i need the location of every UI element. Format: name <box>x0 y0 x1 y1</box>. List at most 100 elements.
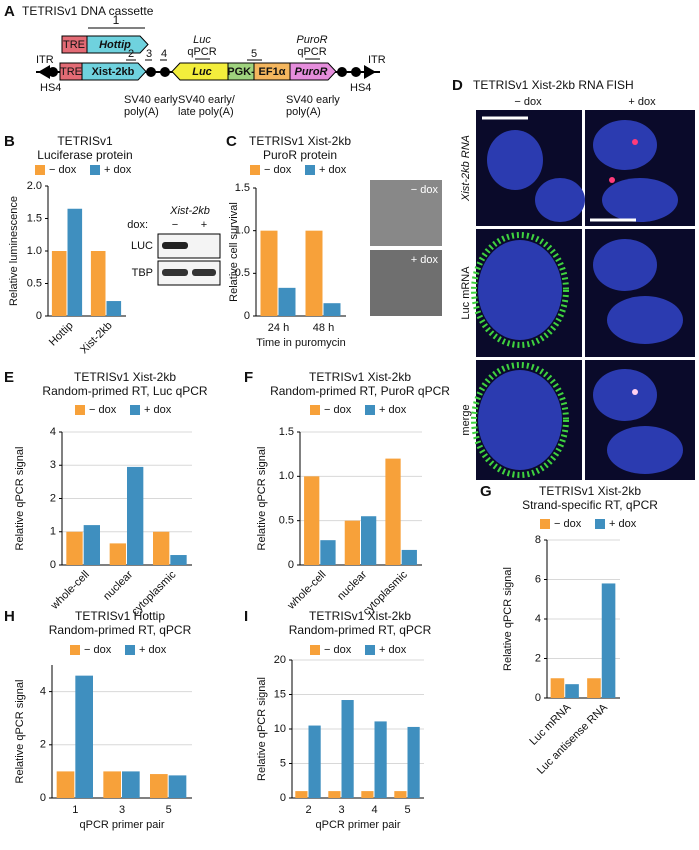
nucleus <box>607 296 683 344</box>
x-tick-label: nuclear <box>335 568 369 602</box>
row-label: Luc mRNA <box>460 266 472 320</box>
box-label: PuroR <box>295 66 328 78</box>
panel-label: I <box>244 608 248 625</box>
nucleus <box>593 369 657 421</box>
chart-subtitle: Strand-specific RT, qPCR <box>522 498 658 512</box>
nucleus <box>535 178 585 222</box>
bar <box>308 725 321 798</box>
bar <box>295 791 308 798</box>
bar <box>127 466 144 565</box>
legend-swatch <box>595 519 605 529</box>
chart-title: TETRISv1 Xist-2kb <box>249 134 351 148</box>
bar <box>305 230 323 316</box>
panel-label: C <box>226 133 237 150</box>
bar <box>374 721 387 798</box>
band-label: LUC <box>131 240 153 252</box>
y-tick-label: 0.5 <box>279 515 294 527</box>
legend-swatch <box>310 645 320 655</box>
legend-label: − dox <box>554 518 582 530</box>
primer-label: 2 <box>128 48 134 60</box>
itr <box>38 65 50 79</box>
chart-title: TETRISv1 Xist-2kb <box>539 484 641 498</box>
micrograph <box>370 180 442 246</box>
legend-swatch <box>305 165 315 175</box>
y-tick-label: 1.0 <box>279 470 294 482</box>
legend-label: − dox <box>84 644 112 656</box>
fish-title: TETRISv1 Xist-2kb RNA FISH <box>473 78 634 92</box>
y-tick-label: 0 <box>280 792 286 804</box>
y-axis-label: Relative qPCR signal <box>256 447 268 551</box>
qpcr-label: qPCR <box>297 46 326 58</box>
x-tick-label: Xist-2kb <box>78 320 115 357</box>
chart-subtitle: Random-primed RT, qPCR <box>49 623 192 637</box>
chart-subtitle: PuroR protein <box>263 148 337 162</box>
qpcr-label: qPCR <box>187 46 216 58</box>
bar <box>407 726 420 798</box>
box-label: Hottip <box>99 39 131 51</box>
blot-lane: + <box>201 219 207 231</box>
polyA <box>337 67 347 77</box>
bar <box>341 700 354 798</box>
bar <box>109 543 126 565</box>
bar <box>150 774 168 798</box>
bar <box>170 555 187 565</box>
qpcr-label: PuroR <box>296 34 327 46</box>
blot-lane: − <box>172 219 178 231</box>
y-axis-label: Relative qPCR signal <box>14 447 26 551</box>
y-tick-label: 2 <box>50 492 56 504</box>
nucleus <box>593 120 657 170</box>
x-tick-label: whole-cell <box>48 569 92 613</box>
band-label: TBP <box>132 267 153 279</box>
box-label: TRE <box>60 66 82 78</box>
x-tick-label: 1 <box>72 804 78 816</box>
legend-swatch <box>35 165 45 175</box>
puror-arrow <box>289 62 337 81</box>
bar <box>320 540 336 565</box>
y-tick-label: 6 <box>535 573 541 585</box>
chart-title: TETRISv1 <box>57 134 113 148</box>
y-tick-label: 3 <box>50 459 56 471</box>
legend-swatch <box>250 165 260 175</box>
signal <box>471 362 569 478</box>
y-axis-label: Relative cell survival <box>228 202 240 302</box>
x-tick-label: 3 <box>338 804 344 816</box>
diagram-title: TETRISv1 DNA cassette <box>22 4 154 18</box>
panel-label: H <box>4 608 15 625</box>
polyA-label: late poly(A) <box>178 106 234 118</box>
polyA-label: SV40 early <box>124 94 178 106</box>
legend-swatch <box>365 405 375 415</box>
bar <box>66 531 83 565</box>
luc-arrow <box>171 62 229 81</box>
bar <box>304 476 320 565</box>
chart-title: TETRISv1 Hottip <box>75 609 165 623</box>
column-label: − dox <box>514 96 542 108</box>
nucleus <box>607 426 683 474</box>
y-tick-label: 4 <box>40 686 46 698</box>
legend-swatch <box>90 165 100 175</box>
cassette-diagram: TETRISv1 DNA cassette 1 TRE Hottip ITR H… <box>22 4 386 118</box>
box-label: TRE <box>63 39 85 51</box>
xist-arrow <box>81 62 147 81</box>
bar <box>361 791 374 798</box>
legend-label: − dox <box>324 644 352 656</box>
polyA-label: SV40 early <box>286 94 340 106</box>
bar <box>385 458 401 565</box>
bar <box>51 251 67 316</box>
chart-subtitle: Random-primed RT, qPCR <box>289 623 432 637</box>
panel-label: D <box>452 77 463 94</box>
hs4 <box>48 67 58 77</box>
bar <box>394 791 407 798</box>
band <box>192 269 216 276</box>
box-label: EF1α <box>259 66 286 78</box>
spot <box>632 139 638 145</box>
legend-label: − dox <box>264 164 292 176</box>
legend-label: + dox <box>139 644 167 656</box>
survival-images: − dox + dox <box>370 180 442 316</box>
legend-swatch <box>75 405 85 415</box>
x-tick-label: 24 h <box>268 322 289 334</box>
column-label: + dox <box>628 96 656 108</box>
y-tick-label: 0 <box>535 692 541 704</box>
bar <box>278 287 296 316</box>
chart-subtitle: Random-primed RT, Luc qPCR <box>42 384 208 398</box>
